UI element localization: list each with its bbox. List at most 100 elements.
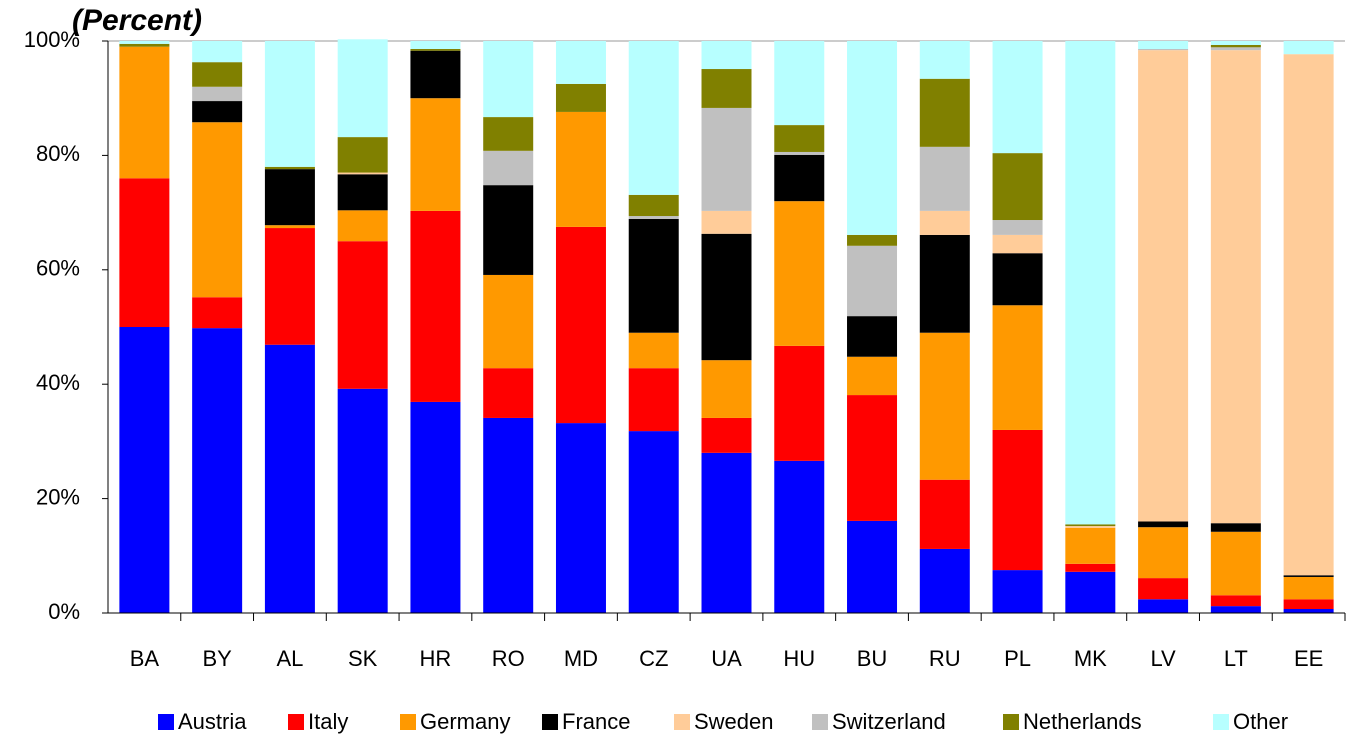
bar-segment (264, 169, 315, 226)
bar-segment (192, 62, 243, 87)
legend-swatch (158, 714, 174, 730)
bar-segment (628, 218, 679, 333)
bar-segment (119, 41, 170, 44)
bar-segment (628, 368, 679, 432)
bar-segment (1065, 571, 1116, 613)
bar-segment (1283, 576, 1334, 600)
bar-segment (410, 49, 461, 51)
bar-segment (992, 253, 1043, 306)
bar-segment (992, 429, 1043, 571)
bar-segment (628, 41, 679, 195)
bar-segment (337, 137, 388, 173)
legend-swatch (400, 714, 416, 730)
legend-label: Italy (308, 709, 348, 734)
chart-title: (Percent) (72, 4, 202, 37)
x-tick-label: MD (564, 646, 598, 671)
bar-segment (774, 154, 825, 202)
bar-segment (1283, 599, 1334, 609)
bar-segment (337, 39, 388, 138)
bar-segment (1138, 527, 1189, 579)
legend-label: Switzerland (832, 709, 946, 734)
x-tick-label: SK (348, 646, 378, 671)
x-tick-label: PL (1004, 646, 1031, 671)
bar-segment (1283, 41, 1334, 55)
bar-segment (483, 150, 534, 186)
x-tick-label: RO (492, 646, 525, 671)
bar-segment (264, 228, 315, 345)
bar-segment (774, 460, 825, 613)
bar-segment (919, 548, 970, 613)
bar-segment (483, 274, 534, 369)
bar-segment (701, 41, 752, 70)
x-tick-label: HU (783, 646, 815, 671)
bar-segment (774, 125, 825, 152)
bar-segment (483, 417, 534, 613)
bar-segment (701, 210, 752, 234)
bar-segment (919, 332, 970, 480)
y-tick-label: 0% (48, 599, 80, 624)
bar-segment (701, 417, 752, 453)
bar-segment (119, 178, 170, 327)
bar-segment (992, 153, 1043, 221)
bar-segment (337, 172, 388, 175)
bar-segment (774, 201, 825, 346)
legend-label: France (562, 709, 630, 734)
bar-segment (992, 305, 1043, 430)
bar-segment (192, 86, 243, 102)
bar-segment (919, 78, 970, 147)
bar-segment (992, 41, 1043, 154)
legend-swatch (1003, 714, 1019, 730)
bar-segment (1210, 606, 1261, 613)
bar-segment (410, 50, 461, 99)
bar-segment (337, 241, 388, 389)
bar-segment (919, 479, 970, 549)
bar-segment (555, 226, 606, 424)
bar-segment (192, 297, 243, 329)
bar-segment (628, 216, 679, 219)
bar-segment (1138, 578, 1189, 600)
bar-segment (847, 356, 898, 396)
legend-swatch (674, 714, 690, 730)
bar-segment (410, 98, 461, 211)
bar-segment (774, 151, 825, 155)
bar-segment (192, 41, 243, 63)
bar-segment (555, 83, 606, 112)
bar-segment (701, 452, 752, 613)
y-tick-label: 20% (36, 484, 80, 509)
bar-segment (410, 401, 461, 613)
bar-segment (119, 46, 170, 179)
x-tick-label: CZ (639, 646, 668, 671)
bar-segment (1138, 41, 1189, 50)
bar-segment (192, 101, 243, 123)
legend-swatch (1213, 714, 1229, 730)
x-tick-label: LV (1150, 646, 1176, 671)
bar-segment (1210, 523, 1261, 532)
bar-segment (555, 41, 606, 84)
legend-label: Other (1233, 709, 1288, 734)
bar-segment (847, 520, 898, 613)
bar-segment (1283, 54, 1334, 576)
bar-segment (919, 234, 970, 333)
bar-segment (1065, 526, 1116, 528)
bar-segment (264, 225, 315, 229)
bar-segment (1065, 563, 1116, 572)
bar-segment (847, 41, 898, 235)
bar-segment (1210, 45, 1261, 48)
bar-segment (1138, 521, 1189, 528)
x-tick-label: RU (929, 646, 961, 671)
bar-segment (992, 220, 1043, 235)
bar-segment (992, 234, 1043, 254)
y-tick-label: 80% (36, 141, 80, 166)
bar-segment (337, 210, 388, 242)
bar-segment (1210, 47, 1261, 51)
y-tick-label: 40% (36, 370, 80, 395)
x-tick-label: LT (1224, 646, 1248, 671)
bar-segment (119, 327, 170, 613)
x-tick-label: BU (857, 646, 888, 671)
bar-segment (555, 423, 606, 613)
bar-segment (1065, 41, 1116, 525)
bar-segment (701, 233, 752, 361)
legend-label: Germany (420, 709, 510, 734)
bar-segment (555, 111, 606, 227)
